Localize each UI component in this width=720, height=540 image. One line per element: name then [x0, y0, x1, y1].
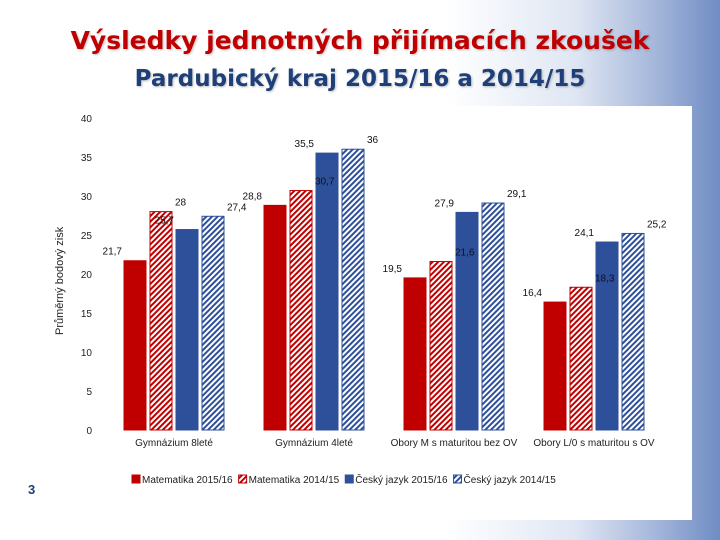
x-tick-label: Obory L/0 s maturitou s OV — [533, 438, 654, 449]
bar — [595, 241, 619, 431]
legend-label: Český jazyk 2014/15 — [464, 473, 557, 486]
y-tick-label: 30 — [81, 192, 93, 203]
data-label: 25,2 — [647, 219, 667, 230]
y-tick-label: 0 — [86, 426, 92, 437]
data-label: 30,7 — [315, 177, 335, 188]
y-tick-label: 35 — [81, 153, 93, 164]
bar — [569, 286, 593, 431]
bar — [263, 204, 287, 431]
data-label: 21,6 — [455, 248, 475, 259]
data-label: 28,8 — [243, 191, 263, 202]
bar — [455, 211, 479, 431]
x-tick-label: Gymnázium 8leté — [135, 438, 213, 449]
data-label: 18,3 — [595, 273, 615, 284]
x-tick-label: Obory M s maturitou bez OV — [391, 438, 518, 449]
y-tick-label: 20 — [81, 270, 93, 281]
bar — [429, 261, 453, 431]
x-tick-label: Gymnázium 4leté — [275, 438, 353, 449]
y-tick-label: 25 — [81, 231, 93, 242]
y-axis-label: Průměrný bodový zisk — [54, 226, 66, 335]
bar — [341, 148, 365, 431]
legend-label: Český jazyk 2015/16 — [355, 473, 448, 486]
legend-swatch — [453, 474, 463, 484]
data-label: 27,9 — [435, 198, 455, 209]
legend-swatch — [344, 474, 354, 484]
y-tick-label: 40 — [81, 114, 93, 125]
data-label: 19,5 — [383, 264, 403, 275]
bar — [175, 229, 199, 431]
data-label: 35,5 — [295, 139, 315, 150]
bar — [403, 277, 427, 431]
legend-label: Matematika 2015/16 — [142, 475, 233, 486]
chart-subtitle: Pardubický kraj 2015/16 a 2014/15 — [134, 66, 586, 92]
y-tick-label: 10 — [81, 348, 93, 359]
legend-swatch — [238, 474, 248, 484]
legend-swatch — [131, 474, 141, 484]
bar — [543, 301, 567, 431]
legend-label: Matematika 2014/15 — [249, 475, 340, 486]
y-tick-label: 5 — [86, 387, 92, 398]
bar — [481, 202, 505, 431]
data-label: 29,1 — [507, 189, 527, 200]
chart-panel: 0 5 10 15 20 25 30 35 40 Gymnázium 8leté Gymnázium… — [44, 106, 692, 520]
data-label: 27,4 — [227, 202, 247, 213]
y-tick-label: 15 — [81, 309, 93, 320]
chart-title: Výsledky jednotných přijímacích zkoušek — [70, 26, 650, 55]
bar — [621, 232, 645, 431]
bar — [123, 260, 147, 431]
data-label: 24,1 — [575, 228, 595, 239]
data-label: 36 — [367, 135, 379, 146]
data-label: 28 — [175, 198, 187, 209]
data-label: 16,4 — [523, 288, 543, 299]
bar — [289, 190, 313, 431]
bar — [149, 211, 173, 431]
bar — [201, 215, 225, 431]
page-number: 3 — [28, 482, 36, 497]
bar-chart: 0 5 10 15 20 25 30 35 40 Gymnázium 8leté Gymnázium… — [81, 114, 667, 486]
data-label: 25,7 — [155, 216, 175, 227]
data-label: 21,7 — [103, 247, 123, 258]
bar — [315, 152, 339, 431]
